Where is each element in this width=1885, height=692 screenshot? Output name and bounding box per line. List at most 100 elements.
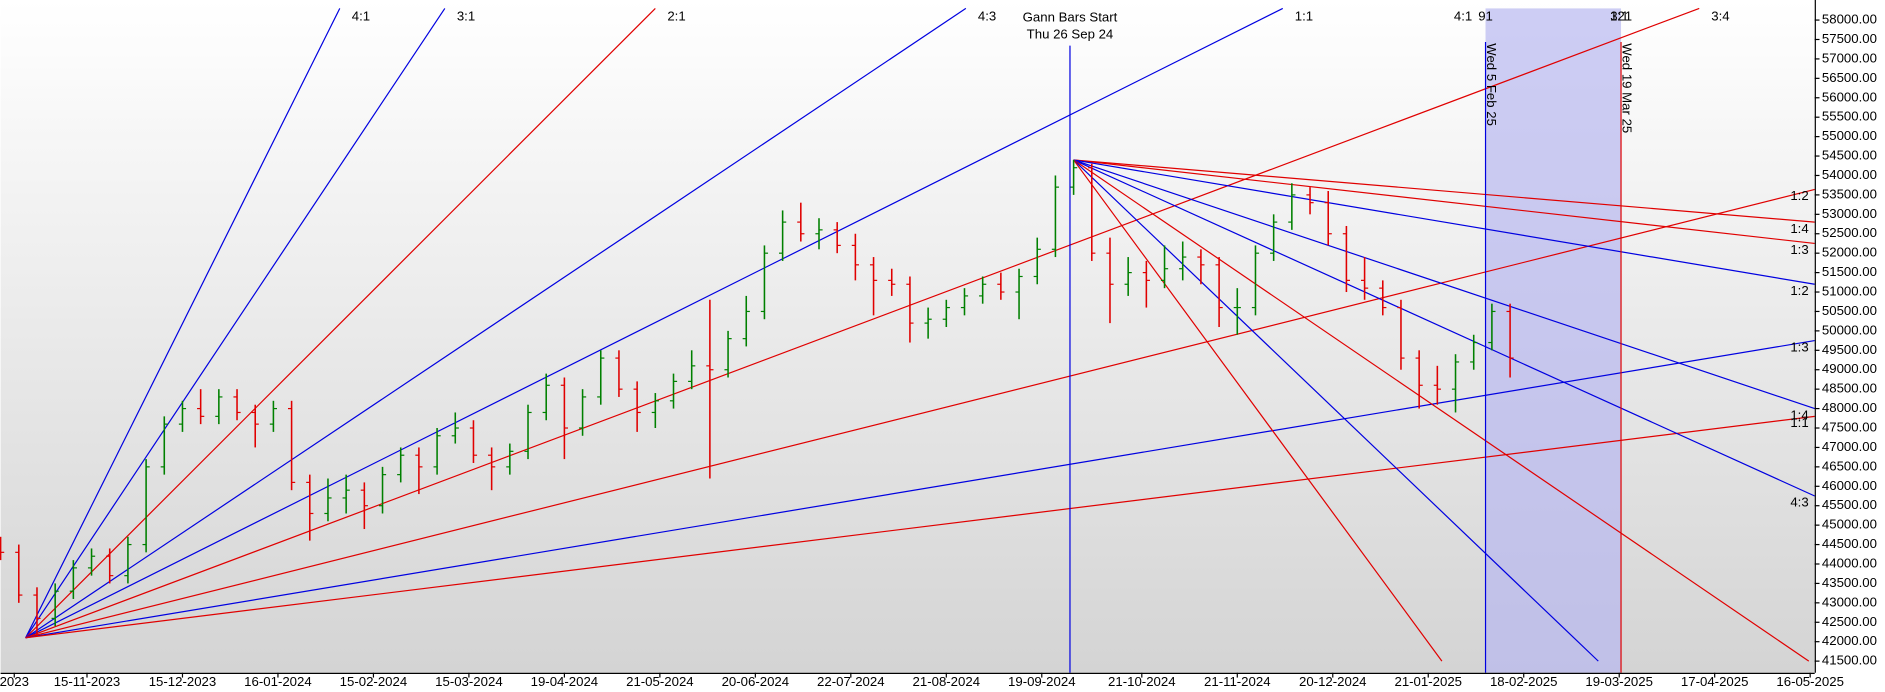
y-tick-label: 55500.00	[1822, 109, 1877, 124]
gann-label: 1:4	[1790, 407, 1808, 422]
y-tick-label: 50000.00	[1822, 322, 1877, 337]
gann-label: 1:3	[1790, 242, 1808, 257]
ohlc-bar	[69, 560, 77, 599]
ohlc-bar	[178, 400, 187, 432]
axis-background	[1814, 0, 1885, 692]
y-tick-label: 47000.00	[1822, 439, 1877, 454]
y-tick-label: 56500.00	[1822, 70, 1877, 85]
y-tick-label: 53000.00	[1822, 206, 1877, 221]
ohlc-bar	[1051, 175, 1060, 258]
x-tick-label: 21-08-2024	[913, 674, 981, 689]
ohlc-bar	[797, 202, 805, 242]
ohlc-bar	[669, 373, 678, 409]
ohlc-bar	[1488, 303, 1496, 351]
gann-label: 1:3	[1790, 339, 1808, 354]
ohlc-bar	[688, 350, 696, 390]
x-tick-label: 15-12-2023	[149, 674, 217, 689]
ohlc-bar	[0, 536, 5, 561]
y-tick-label: 56000.00	[1822, 89, 1877, 104]
gann-label: 1:1	[1295, 8, 1313, 23]
ohlc-bar	[1160, 245, 1169, 289]
y-tick-label: 49500.00	[1822, 342, 1877, 357]
x-tick-label: 21-01-2025	[1394, 674, 1462, 689]
ohlc-bar	[33, 587, 41, 636]
y-tick-label: 57500.00	[1822, 31, 1877, 46]
x-tick-label: 16-01-2024	[244, 674, 312, 689]
ohlc-bar	[524, 404, 532, 460]
gann-label: 4:3	[978, 8, 996, 23]
ohlc-bar	[1324, 191, 1332, 246]
ohlc-bar	[506, 443, 514, 475]
ohlc-bar	[1124, 257, 1132, 296]
gann-line	[25, 415, 1815, 639]
y-tick-label: 48000.00	[1822, 400, 1877, 415]
y-tick-label: 46500.00	[1822, 458, 1877, 473]
gann-line	[25, 7, 1700, 639]
ohlc-bar	[1215, 257, 1223, 327]
ohlc-bar	[760, 245, 769, 320]
gann-label: 1:1	[1790, 415, 1808, 430]
y-tick-label: 44000.00	[1822, 555, 1877, 570]
ohlc-bar	[1106, 237, 1114, 324]
ohlc-bar	[124, 536, 132, 584]
ohlc-bar	[1233, 288, 1241, 335]
gann-label: 2:1	[667, 8, 685, 23]
x-tick-label: 20-12-2024	[1299, 674, 1367, 689]
time-date: Wed 5 Feb 25	[1484, 43, 1499, 126]
ohlc-bar	[488, 447, 496, 491]
gann-line	[1073, 159, 1443, 662]
ohlc-bar	[1270, 214, 1278, 261]
ohlc-bar	[851, 233, 859, 281]
gann-line	[1073, 159, 1810, 662]
y-tick-label: 45000.00	[1822, 517, 1877, 532]
x-tick-label: 19-03-2025	[1585, 674, 1653, 689]
ohlc-bar	[942, 299, 950, 327]
ohlc-bar	[1306, 187, 1314, 215]
gann-line	[25, 7, 656, 639]
y-tick-label: 43500.00	[1822, 575, 1877, 590]
y-tick-label: 42000.00	[1822, 633, 1877, 648]
ohlc-bar	[1070, 159, 1078, 195]
ohlc-bar	[415, 447, 423, 495]
ohlc-bar	[906, 276, 914, 343]
x-tick-label: 22-07-2024	[817, 674, 885, 689]
ohlc-bar	[615, 350, 623, 397]
gann-line	[1073, 159, 1599, 662]
x-tick-label: 15-03-2024	[435, 674, 503, 689]
ohlc-bar	[960, 288, 969, 316]
gann-line	[25, 8, 341, 639]
x-tick-label: 21-11-2024	[1204, 674, 1271, 689]
gann-line	[1073, 159, 1815, 497]
ohlc-bar	[1360, 257, 1369, 300]
gann-line	[25, 7, 1284, 639]
gann-line	[25, 188, 1815, 639]
gann-line	[1073, 159, 1815, 410]
x-tick-label: 20-06-2024	[722, 674, 790, 689]
gann-label: 4:3	[1790, 495, 1808, 510]
ohlc-bar	[888, 268, 896, 296]
y-tick-label: 54500.00	[1822, 148, 1877, 163]
ohlc-bar	[1251, 245, 1260, 316]
ohlc-bar	[397, 447, 405, 483]
y-tick-label: 52000.00	[1822, 245, 1877, 260]
ohlc-bar	[633, 381, 641, 432]
gann-line	[25, 7, 967, 639]
ohlc-bar	[1015, 268, 1023, 320]
ohlc-bar	[360, 482, 368, 530]
y-tick-label: 42500.00	[1822, 614, 1877, 629]
gann-line	[25, 8, 446, 639]
ohlc-bar	[542, 373, 550, 421]
y-tick-label: 48500.00	[1822, 381, 1877, 396]
ohlc-bar	[1506, 303, 1514, 378]
ohlc-bar	[106, 548, 114, 584]
gann-line	[25, 340, 1815, 639]
ohlc-bar	[1451, 354, 1460, 413]
ohlc-bar	[87, 548, 96, 576]
ohlc-bar	[1415, 350, 1423, 409]
gann-line	[1073, 159, 1815, 285]
ohlc-bar	[1197, 249, 1205, 285]
ohlc-bar	[342, 474, 350, 514]
ohlc-bar	[578, 389, 587, 436]
time-date: Wed 19 Mar 25	[1619, 43, 1634, 133]
